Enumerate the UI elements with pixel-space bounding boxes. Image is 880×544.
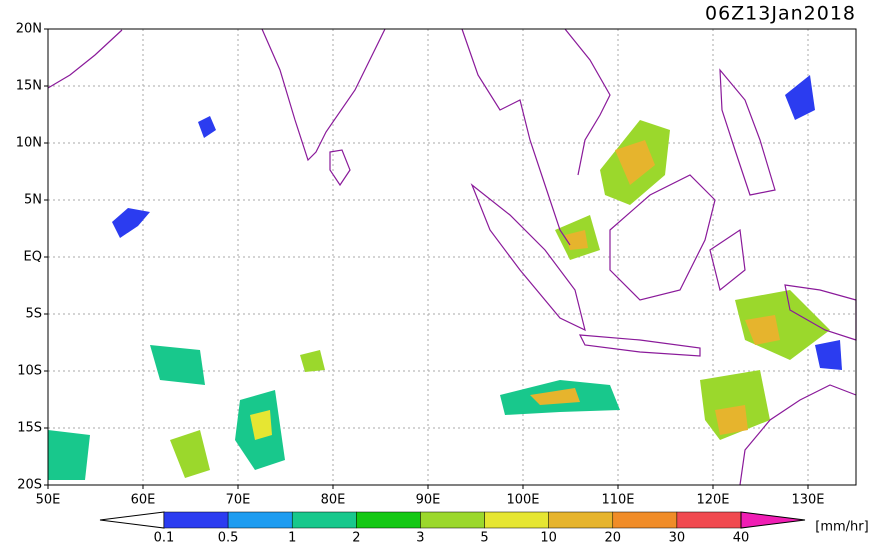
coastline bbox=[261, 28, 386, 162]
colorbar-segment bbox=[612, 511, 678, 529]
lat-label: EQ bbox=[24, 250, 42, 265]
colorbar-segment bbox=[291, 511, 357, 529]
colorbar-segment bbox=[484, 511, 549, 529]
lat-label: 20S bbox=[17, 478, 42, 493]
colorbar-label: 20 bbox=[605, 531, 622, 544]
rain-area bbox=[815, 340, 842, 370]
lat-label: 10S bbox=[17, 364, 42, 379]
lon-label: 110E bbox=[601, 493, 634, 508]
rain-area bbox=[170, 430, 210, 478]
lon-label: 90E bbox=[416, 493, 441, 508]
lat-label: 15N bbox=[16, 79, 42, 94]
colorbar-segment bbox=[356, 511, 421, 529]
colorbar-label: 3 bbox=[416, 531, 424, 544]
colorbar-unit: [mm/hr] bbox=[815, 520, 868, 535]
coastline bbox=[564, 28, 611, 176]
colorbar-label: 10 bbox=[540, 531, 557, 544]
colorbar-segment bbox=[420, 511, 485, 529]
coastline bbox=[461, 28, 571, 246]
lon-label: 60E bbox=[131, 493, 156, 508]
rain-area bbox=[530, 388, 580, 405]
colorbar-label: 0.1 bbox=[154, 531, 175, 544]
coastline bbox=[709, 228, 746, 292]
rain-area bbox=[715, 405, 748, 435]
lat-label: 15S bbox=[17, 421, 42, 436]
rain-area bbox=[250, 410, 272, 440]
rain-area bbox=[615, 140, 655, 185]
coastline bbox=[719, 68, 776, 196]
rain-area bbox=[48, 430, 90, 480]
colorbar-label: 2 bbox=[352, 531, 360, 544]
coastline bbox=[578, 334, 701, 357]
colorbar-label: 0.5 bbox=[218, 531, 239, 544]
coastline bbox=[47, 29, 123, 89]
rain-area bbox=[745, 315, 780, 345]
coastlines bbox=[47, 28, 857, 486]
coastline bbox=[329, 149, 351, 187]
colorbar-under bbox=[99, 511, 165, 529]
rain-area bbox=[150, 345, 205, 385]
colorbar-segment bbox=[676, 511, 742, 529]
map-title: 06Z13Jan2018 bbox=[705, 3, 856, 25]
rain-area bbox=[300, 350, 325, 372]
colorbar-label: 1 bbox=[288, 531, 296, 544]
rain-area bbox=[785, 75, 815, 120]
colorbar-label: 40 bbox=[733, 531, 750, 544]
rain-area bbox=[565, 230, 588, 250]
rain-area bbox=[112, 208, 150, 238]
lon-label: 70E bbox=[226, 493, 251, 508]
lat-label: 5N bbox=[24, 193, 42, 208]
colorbar-over bbox=[740, 511, 806, 529]
rain-area bbox=[198, 116, 216, 138]
lat-label: 20N bbox=[16, 22, 42, 37]
coastline bbox=[609, 174, 716, 301]
lat-label: 5S bbox=[25, 307, 42, 322]
lat-label: 10N bbox=[16, 136, 42, 151]
colorbar-label: 30 bbox=[669, 531, 686, 544]
lon-label: 100E bbox=[506, 493, 539, 508]
coastline bbox=[739, 384, 857, 486]
colorbar-label: 5 bbox=[480, 531, 488, 544]
coastline bbox=[470, 183, 586, 332]
lon-label: 50E bbox=[36, 493, 61, 508]
colorbar: 0.1 0.5 1 2 3 5 10 20 30 40 [mm/hr] bbox=[99, 511, 869, 544]
colorbar-segment bbox=[548, 511, 614, 529]
colorbar-segment bbox=[163, 511, 229, 529]
lon-label: 80E bbox=[321, 493, 346, 508]
lon-label: 130E bbox=[791, 493, 824, 508]
precipitation-areas bbox=[48, 75, 842, 480]
lon-label: 120E bbox=[696, 493, 729, 508]
colorbar-segment bbox=[227, 511, 293, 529]
